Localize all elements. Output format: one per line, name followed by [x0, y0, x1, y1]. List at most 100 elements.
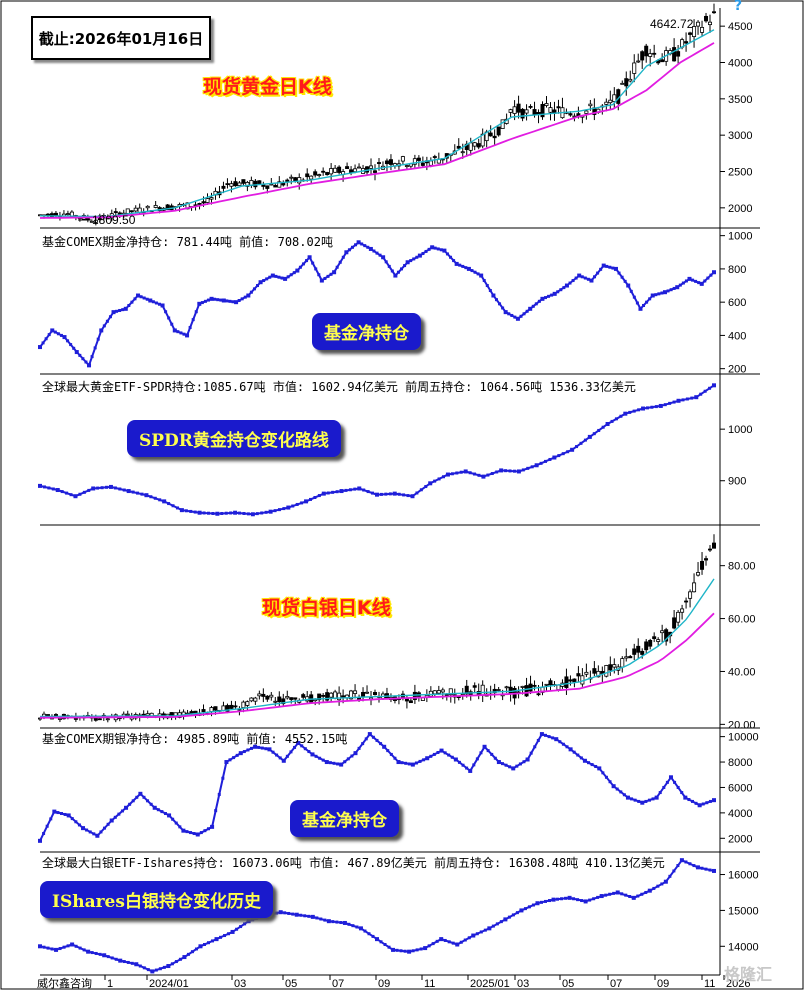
silver-comex-caption: 基金COMEX期银净持仓: 4985.89吨 前值: 4552.15吨: [42, 732, 348, 746]
holding-point: [225, 299, 229, 303]
holding-point: [100, 486, 104, 490]
holding-point: [318, 756, 322, 760]
holding-point: [353, 487, 357, 491]
holding-point: [189, 509, 193, 513]
holding-point: [431, 942, 435, 946]
holding-point: [432, 752, 436, 756]
holding-point: [641, 406, 646, 411]
holding-point: [708, 799, 712, 803]
candle-body: [456, 145, 461, 149]
holding-point: [592, 897, 596, 901]
holding-point: [105, 319, 109, 323]
holding-point: [701, 802, 705, 806]
holding-point: [614, 417, 618, 421]
holding-point: [564, 896, 568, 900]
candle-body: [500, 119, 505, 129]
holding-point: [170, 962, 174, 966]
holding-point: [286, 505, 291, 510]
holding-point: [336, 762, 340, 766]
holding-point: [594, 764, 598, 768]
holding-point: [414, 761, 418, 765]
holding-point: [626, 283, 631, 288]
holding-point: [246, 748, 250, 752]
holding-point: [277, 275, 281, 279]
holding-point: [283, 911, 287, 915]
holding-point: [504, 763, 508, 767]
holding-point: [211, 939, 215, 943]
holding-point: [255, 512, 259, 516]
holding-point: [453, 757, 458, 762]
holding-point: [62, 335, 67, 340]
holding-point: [539, 900, 543, 904]
holding-point: [92, 832, 96, 836]
holding-point: [485, 284, 489, 288]
holding-point: [372, 249, 376, 253]
holding-point: [388, 492, 392, 496]
holding-point: [360, 242, 364, 246]
candle-body: [516, 103, 521, 113]
holding-point: [260, 746, 264, 750]
holding-point: [346, 757, 350, 761]
holding-point: [708, 868, 712, 872]
candle-body: [712, 11, 717, 14]
y-tick-label: 1000: [728, 424, 752, 436]
candle-body: [373, 170, 378, 173]
holding-point: [308, 497, 312, 501]
holding-point: [567, 895, 572, 900]
holding-point: [182, 332, 186, 336]
holding-point: [560, 897, 564, 901]
holding-point: [687, 798, 691, 802]
holding-point: [468, 471, 472, 475]
holding-point: [525, 757, 530, 762]
x-tick-label: 2024/01: [149, 978, 189, 990]
holding-point: [118, 958, 123, 963]
candle-body: [289, 176, 294, 179]
y-tick-label: 200: [728, 364, 746, 376]
watermark: 格隆汇: [724, 965, 773, 984]
holding-point: [501, 306, 505, 310]
holding-point: [307, 750, 311, 754]
holding-point: [111, 310, 116, 315]
holding-point: [207, 511, 210, 515]
candle-body: [708, 21, 713, 26]
candle-body: [440, 689, 445, 693]
holding-point: [662, 290, 667, 295]
holding-point: [587, 761, 591, 765]
holding-point: [314, 754, 318, 758]
holding-point: [548, 899, 552, 903]
holding-point: [326, 274, 330, 278]
candle-body: [325, 172, 330, 176]
candle-body: [412, 691, 417, 700]
candle-body: [369, 165, 374, 169]
candle-body: [624, 656, 629, 659]
candle-body: [245, 701, 250, 706]
y-tick-label: 1000: [728, 231, 752, 243]
holding-point: [615, 787, 619, 791]
holding-point: [481, 474, 486, 479]
holding-point: [264, 747, 268, 751]
holding-point: [171, 817, 175, 821]
candle-body: [672, 617, 677, 629]
holding-point: [587, 434, 592, 439]
holding-point: [90, 355, 94, 359]
holding-point: [198, 944, 203, 949]
candle-body: [249, 697, 254, 702]
holding-point: [445, 252, 449, 256]
holding-point: [631, 895, 636, 900]
candle-body: [365, 691, 370, 694]
candle-body: [125, 713, 130, 716]
candle-body: [105, 718, 110, 721]
holding-point: [371, 491, 375, 495]
ma-long-line: [39, 42, 715, 219]
help-icon[interactable]: ?: [734, 0, 743, 14]
holding-point: [611, 784, 616, 789]
holding-point: [323, 276, 327, 280]
holding-point: [213, 297, 217, 301]
holding-point: [319, 917, 323, 921]
holding-point: [576, 898, 580, 902]
holding-point: [124, 805, 129, 810]
holding-point: [69, 493, 73, 497]
candle-body: [584, 671, 589, 675]
holding-point: [624, 893, 628, 897]
holding-point: [277, 508, 281, 512]
